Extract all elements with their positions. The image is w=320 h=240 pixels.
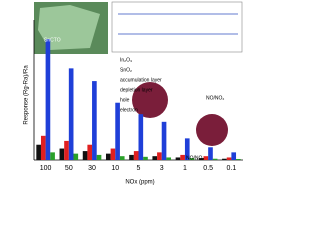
x-axis-label: NOx (ppm)	[125, 180, 154, 186]
bar	[45, 39, 51, 160]
annotation: NO/NO₂	[186, 155, 204, 161]
bar	[203, 156, 209, 160]
annotation: electron	[120, 107, 138, 113]
bar	[138, 114, 144, 160]
photo-samples	[38, 5, 100, 50]
bar	[110, 148, 116, 160]
annotation: NO/NO₂	[206, 95, 224, 101]
bar	[96, 154, 102, 160]
bar	[115, 102, 120, 160]
x-tick-label: 5	[137, 165, 141, 172]
bar	[105, 153, 111, 160]
x-tick-label: 10	[111, 165, 119, 172]
bar	[208, 147, 213, 160]
bar	[236, 158, 241, 160]
annotation: In₂O₃	[120, 57, 132, 63]
bar	[133, 151, 139, 160]
bar	[189, 158, 195, 160]
annotation: hole	[120, 97, 130, 103]
x-tick-label: 0.5	[203, 165, 213, 172]
chart: Response (Rg-Ra)/Ra NOx (ppm) 100 50 30 10 5…	[24, 1, 243, 186]
particle-cluster	[132, 82, 168, 118]
bar	[222, 158, 227, 160]
x-tick-label: 3	[160, 165, 164, 172]
bar	[82, 151, 88, 160]
bar	[226, 157, 232, 160]
bar	[198, 158, 204, 160]
bar	[129, 154, 134, 160]
bar	[180, 154, 185, 160]
bar	[143, 156, 148, 160]
bar	[152, 156, 158, 160]
y-axis-label: Response (Rg-Ra)/Ra	[24, 65, 30, 125]
annotation: depletion layer	[120, 87, 153, 93]
x-tick-label: 0.1	[227, 165, 237, 172]
x-tick-label: 30	[88, 165, 96, 172]
bar	[212, 158, 218, 160]
x-tick-label: 1	[183, 165, 187, 172]
bar	[87, 144, 93, 160]
particle-cluster	[196, 114, 228, 146]
x-tick-label: 100	[40, 165, 52, 172]
bar	[59, 148, 65, 160]
bar	[119, 156, 125, 160]
annotation: accumulation layer	[120, 77, 162, 83]
band-lines	[118, 13, 238, 35]
annotation: SnO₂	[120, 67, 132, 73]
bar	[40, 135, 46, 160]
bar	[161, 121, 167, 160]
annotation: SnCTO	[44, 37, 61, 43]
bar	[92, 81, 97, 160]
bar	[166, 157, 172, 160]
bar	[73, 153, 79, 160]
bar	[175, 157, 181, 160]
bar	[64, 140, 69, 160]
bar	[231, 152, 237, 160]
bar	[50, 152, 55, 160]
bar	[36, 144, 41, 160]
x-tick-label: 50	[65, 165, 73, 172]
bar	[68, 68, 74, 160]
bar	[157, 152, 162, 160]
bar	[184, 138, 190, 160]
band-diagram	[111, 1, 243, 53]
